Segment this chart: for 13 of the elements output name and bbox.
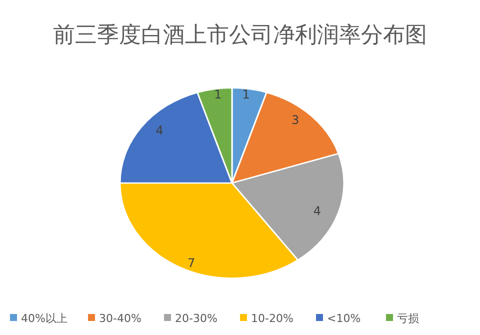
legend-label: 亏损 xyxy=(397,312,419,325)
legend-label: 40%以上 xyxy=(21,312,68,325)
data-label: 4 xyxy=(313,204,322,218)
data-label: 1 xyxy=(242,88,250,102)
legend-label: 20-30% xyxy=(175,312,218,325)
data-label: 7 xyxy=(188,256,196,270)
legend-label: 30-40% xyxy=(99,312,142,325)
chart-title: 前三季度白酒上市公司净利润率分布图 xyxy=(53,23,427,48)
data-label: 1 xyxy=(214,88,222,102)
data-label: 4 xyxy=(156,124,164,138)
legend-label: <10% xyxy=(327,312,361,325)
data-label: 3 xyxy=(292,112,300,127)
legend-label: 10-20% xyxy=(251,312,294,325)
